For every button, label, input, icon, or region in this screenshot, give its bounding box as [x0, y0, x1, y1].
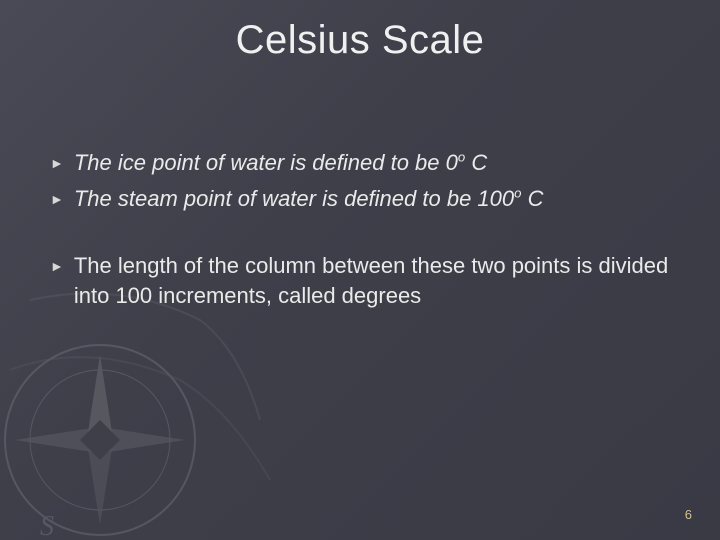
svg-text:S: S [40, 511, 54, 540]
slide-title: Celsius Scale [0, 0, 720, 63]
bullet-text-pre: The length of the column between these t… [74, 253, 668, 308]
bullet-text-post: C [465, 150, 487, 175]
bullet-marker-icon: ► [50, 190, 64, 209]
bullet-item: ► The ice point of water is defined to b… [50, 148, 670, 178]
page-number: 6 [685, 507, 692, 522]
bullet-text-post: C [521, 186, 543, 211]
bullet-item: ► The length of the column between these… [50, 251, 670, 310]
bullet-text: The length of the column between these t… [74, 251, 670, 310]
slide: S Celsius Scale ► The ice point of water… [0, 0, 720, 540]
bullet-text-pre: The steam point of water is defined to b… [74, 186, 514, 211]
bullet-text-pre: The ice point of water is defined to be … [74, 150, 458, 175]
bullet-item: ► The steam point of water is defined to… [50, 184, 670, 214]
bullet-text: The ice point of water is defined to be … [74, 148, 487, 178]
slide-content: ► The ice point of water is defined to b… [50, 148, 670, 317]
bullet-marker-icon: ► [50, 154, 64, 173]
bullet-text: The steam point of water is defined to b… [74, 184, 544, 214]
bullet-marker-icon: ► [50, 257, 64, 276]
